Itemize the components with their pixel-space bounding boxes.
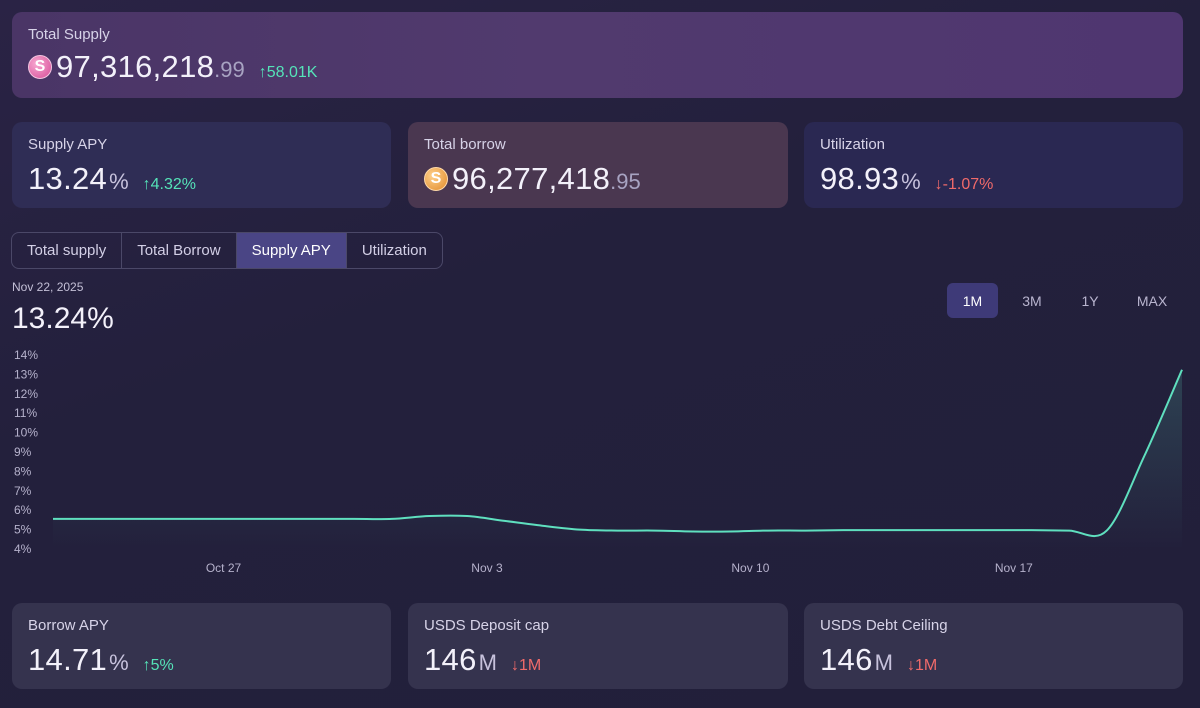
deposit-cap-card: USDS Deposit cap 146 M ↓1M: [408, 603, 788, 689]
total-supply-label: Total Supply: [28, 26, 110, 43]
y-tick-label: 14%: [14, 348, 38, 362]
debt-ceiling-unit: M: [874, 650, 893, 675]
supply-apy-card: Supply APY 13.24 % ↑4.32%: [12, 122, 391, 208]
range-3m-button[interactable]: 3M: [1022, 292, 1042, 309]
debt-ceiling-label: USDS Debt Ceiling: [820, 617, 948, 634]
tab-total-borrow[interactable]: Total Borrow: [122, 233, 237, 268]
y-tick-label: 8%: [14, 464, 32, 478]
borrow-apy-delta: ↑5%: [142, 657, 174, 674]
debt-ceiling-delta: ↓1M: [906, 657, 938, 674]
tab-utilization[interactable]: Utilization: [361, 242, 427, 259]
utilization-delta: ↓-1.07%: [934, 176, 994, 193]
range-1y-button[interactable]: 1Y: [1081, 292, 1099, 309]
metric-tabs: Total supply Total Borrow Supply APY Uti…: [11, 232, 443, 269]
total-supply-delta: ↑58.01K: [258, 64, 318, 81]
borrow-apy-value: 14.71: [28, 642, 108, 677]
utilization-unit: %: [901, 169, 921, 194]
y-tick-label: 7%: [14, 484, 32, 498]
total-borrow-value: 96,277,418: [452, 161, 611, 196]
debt-ceiling-card: USDS Debt Ceiling 146 M ↓1M: [804, 603, 1183, 689]
supply-apy-chart: 14% 13% 12% 11% 10% 9% 8% 7% 6% 5% 4% Oct 27 Nov 3 N…: [14, 348, 1183, 575]
y-tick-label: 13%: [14, 367, 38, 381]
x-tick-label: Oct 27: [206, 561, 242, 575]
supply-apy-value: 13.24: [28, 161, 108, 196]
y-tick-label: 11%: [14, 406, 37, 420]
y-tick-label: 4%: [14, 542, 32, 556]
total-supply-value: 97,316,218: [56, 49, 215, 84]
supply-apy-unit: %: [109, 169, 129, 194]
supply-apy-delta: ↑4.32%: [142, 176, 197, 193]
borrow-apy-card: Borrow APY 14.71 % ↑5%: [12, 603, 391, 689]
total-borrow-label: Total borrow: [424, 136, 506, 153]
total-borrow-card: Total borrow S 96,277,418 .95: [408, 122, 788, 208]
y-tick-label: 5%: [14, 523, 32, 537]
x-tick-label: Nov 3: [471, 561, 503, 575]
range-max-button[interactable]: MAX: [1136, 292, 1168, 309]
supply-apy-label: Supply APY: [28, 136, 108, 153]
y-tick-label: 9%: [14, 445, 32, 459]
x-tick-label: Nov 17: [995, 561, 1033, 575]
y-tick-label: 6%: [14, 503, 32, 517]
utilization-value: 98.93: [820, 161, 900, 196]
usds-coin-icon: S: [28, 55, 52, 79]
utilization-card: Utilization 98.93 % ↓-1.07%: [804, 122, 1183, 208]
borrow-apy-unit: %: [109, 650, 129, 675]
total-supply-card: Total Supply S 97,316,218 .99 ↑58.01K: [12, 12, 1183, 98]
deposit-cap-delta: ↓1M: [510, 657, 542, 674]
series-area: [53, 369, 1182, 549]
chart-date: Nov 22, 2025: [12, 280, 84, 294]
deposit-cap-label: USDS Deposit cap: [424, 617, 550, 634]
utilization-label: Utilization: [820, 136, 886, 153]
y-tick-label: 10%: [14, 426, 38, 440]
deposit-cap-unit: M: [478, 650, 497, 675]
range-1m-button[interactable]: 1M: [947, 283, 998, 318]
total-supply-decimals: .99: [214, 57, 245, 82]
y-tick-label: 12%: [14, 387, 38, 401]
total-borrow-decimals: .95: [610, 169, 641, 194]
tab-supply-apy[interactable]: Supply APY: [236, 233, 347, 268]
x-tick-label: Nov 10: [731, 561, 769, 575]
borrow-apy-label: Borrow APY: [28, 617, 109, 634]
chart-current-value: 13.24%: [12, 302, 114, 335]
debt-ceiling-value: 146: [820, 642, 873, 677]
usds-coin-icon: S: [424, 167, 448, 191]
deposit-cap-value: 146: [424, 642, 477, 677]
series-line: [53, 369, 1183, 538]
tab-total-supply[interactable]: Total supply: [12, 233, 123, 268]
